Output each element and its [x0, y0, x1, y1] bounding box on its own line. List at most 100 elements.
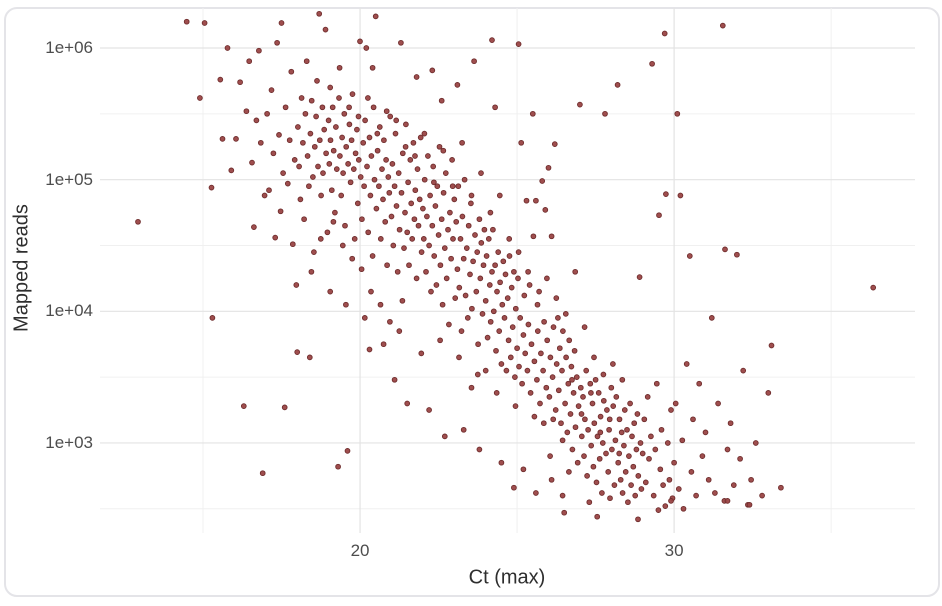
data-point [555, 315, 561, 321]
data-point [514, 345, 520, 352]
data-point [646, 455, 652, 462]
data-point [482, 297, 489, 304]
data-point [392, 130, 399, 137]
data-point [493, 390, 500, 396]
data-point [347, 179, 354, 186]
data-point [584, 473, 590, 479]
data-point [686, 253, 693, 259]
data-point [652, 446, 659, 453]
data-point [677, 192, 684, 199]
data-point [632, 492, 639, 499]
data-point [498, 361, 505, 367]
data-point [264, 110, 270, 117]
data-point [316, 10, 323, 17]
data-point [426, 242, 432, 249]
data-point [621, 442, 627, 449]
data-point [289, 241, 296, 248]
data-point [495, 249, 502, 255]
data-point [336, 95, 342, 101]
data-point [550, 416, 557, 423]
data-point [445, 226, 451, 233]
data-point [368, 288, 374, 295]
data-point [591, 354, 597, 361]
data-point [553, 361, 560, 367]
data-point [591, 420, 598, 427]
data-point [614, 82, 621, 88]
data-point [321, 126, 328, 133]
data-point [316, 137, 323, 144]
data-point [540, 367, 546, 374]
data-point [636, 274, 643, 280]
data-point [559, 367, 565, 374]
data-point [680, 505, 687, 512]
data-point [381, 137, 387, 144]
data-point [446, 321, 452, 328]
data-point [453, 218, 460, 225]
data-point [459, 139, 465, 146]
data-point [481, 226, 488, 233]
y-tick-label: 1e+03 [45, 432, 93, 452]
data-point [387, 318, 393, 325]
data-point [418, 249, 425, 255]
data-point [281, 404, 288, 411]
data-point [270, 150, 277, 157]
y-tick-label: 1e+04 [45, 301, 93, 321]
data-point [268, 87, 275, 93]
data-point [515, 41, 522, 47]
data-point [420, 205, 426, 212]
data-point [451, 196, 458, 203]
data-point [476, 216, 483, 223]
data-point [337, 153, 343, 159]
x-tick-label: 20 [350, 541, 370, 560]
data-point [455, 183, 462, 190]
data-point [405, 179, 411, 186]
data-point [688, 469, 695, 475]
data-point [447, 209, 453, 216]
data-point [384, 262, 390, 269]
data-point [339, 242, 346, 249]
data-point [330, 147, 337, 154]
data-point [389, 161, 396, 167]
data-point [454, 82, 461, 88]
data-point [559, 492, 566, 499]
data-point [432, 203, 439, 209]
data-point [385, 174, 392, 180]
data-point [588, 390, 594, 396]
data-point [382, 218, 389, 225]
data-point [430, 163, 437, 170]
data-point [410, 139, 417, 146]
data-point [477, 275, 484, 282]
data-point [581, 324, 588, 330]
data-point [748, 476, 754, 483]
data-point [412, 153, 418, 159]
data-point [278, 20, 285, 26]
data-point [740, 367, 747, 374]
data-point [348, 137, 355, 144]
data-point [526, 282, 533, 288]
data-point [338, 192, 345, 199]
data-point [478, 170, 484, 176]
data-point [349, 91, 356, 97]
data-point [649, 60, 655, 67]
data-point [589, 400, 596, 407]
data-point [496, 328, 503, 334]
data-point [306, 183, 312, 190]
data-point [506, 236, 513, 242]
data-point [653, 380, 660, 387]
data-point [734, 251, 740, 258]
data-point [484, 334, 491, 341]
data-point [431, 179, 437, 186]
data-point [246, 58, 253, 65]
data-point [566, 469, 572, 475]
data-point [291, 157, 298, 163]
data-point [240, 403, 247, 409]
data-point [438, 216, 445, 223]
data-point [675, 486, 682, 492]
data-point [548, 233, 555, 240]
data-point [450, 236, 456, 242]
data-point [490, 226, 496, 233]
data-point [619, 490, 626, 496]
data-point [468, 200, 474, 207]
data-point [552, 407, 559, 413]
data-point [493, 347, 499, 354]
